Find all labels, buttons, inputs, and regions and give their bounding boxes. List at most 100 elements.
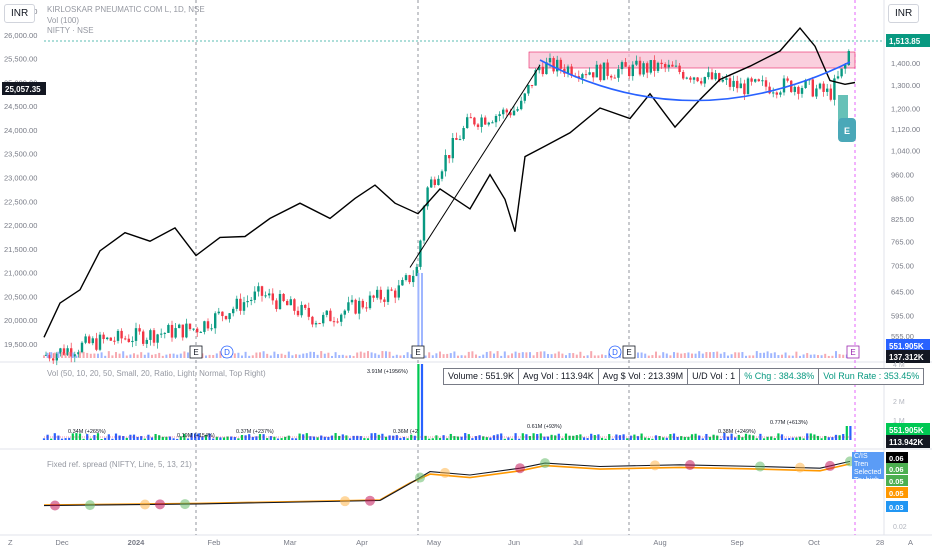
volume-bar: [478, 435, 481, 440]
price-volume-bar: [453, 351, 456, 358]
candle-body: [685, 77, 688, 79]
price-volume-bar: [385, 351, 387, 358]
left-axis-tick: 26,000.00: [4, 31, 37, 40]
volume-bar: [618, 435, 622, 440]
price-volume-bar: [705, 352, 708, 358]
volume-bar: [755, 438, 758, 440]
volume-bar: [590, 433, 593, 440]
volume-bar: [600, 437, 604, 440]
x-axis-label: Sep: [730, 538, 743, 547]
price-volume-bar: [208, 354, 211, 358]
price-volume-bar: [647, 355, 650, 358]
spread-caption[interactable]: Fixed ref. spread (NIFTY, Line, 5, 13, 2…: [47, 460, 192, 469]
compare-legend[interactable]: NIFTY · NSE: [47, 26, 94, 35]
candle-body: [260, 286, 264, 296]
volume-bar: [489, 437, 492, 440]
volume-bar: [86, 434, 89, 440]
volume-bar: [770, 436, 773, 440]
price-volume-bar: [442, 354, 445, 358]
earnings-bubble-box: [838, 118, 856, 142]
volume-bar: [230, 436, 233, 440]
right-axis-tick: 555.00: [891, 332, 914, 341]
volume-bar: [658, 436, 661, 440]
price-volume-bar: [838, 354, 841, 358]
volume-annotation: 0.34M (+265%): [68, 429, 106, 435]
volume-bar: [752, 435, 755, 440]
candle-body: [376, 289, 379, 298]
volume-bar: [716, 435, 719, 440]
spread-label-bg: [886, 463, 908, 474]
candle-body: [617, 69, 620, 78]
earnings-marker-label: E: [415, 348, 420, 357]
candle-body: [595, 64, 598, 78]
currency-button-left[interactable]: INR: [4, 4, 36, 23]
volume-bar: [568, 435, 571, 440]
volume-bar: [575, 435, 578, 440]
candle-body: [707, 72, 710, 78]
volume-bar: [93, 435, 96, 440]
price-volume-bar: [284, 354, 287, 358]
candle-body: [815, 88, 818, 97]
symbol-title[interactable]: KIRLOSKAR PNEUMATIC COM L, 1D, NSE: [47, 5, 205, 14]
volume-caption[interactable]: Vol (50, 10, 20, 50, Small, 20, Ratio, L…: [47, 369, 266, 378]
volume-bar: [471, 438, 474, 440]
volume-bar: [42, 438, 46, 440]
candle-body: [253, 291, 256, 300]
price-volume-bar: [64, 353, 67, 358]
currency-button-right[interactable]: INR: [888, 4, 920, 23]
left-axis-tick: 20,500.00: [4, 292, 37, 301]
price-volume-bar: [730, 354, 733, 358]
price-volume-bar: [658, 355, 661, 358]
price-volume-bar: [741, 352, 744, 358]
candle-body: [750, 78, 753, 82]
candle-body: [520, 100, 523, 110]
price-volume-bar: [802, 354, 805, 358]
volume-bar: [827, 437, 830, 440]
price-volume-bar: [140, 352, 143, 358]
candle-body: [66, 348, 69, 355]
volume-bar: [204, 435, 208, 440]
candle-body: [484, 117, 487, 125]
volume-bar: [226, 436, 229, 440]
volume-bar: [834, 434, 838, 440]
price-volume-bar: [183, 351, 186, 358]
dividend-marker-label: D: [224, 348, 230, 357]
vol-legend[interactable]: Vol (100): [47, 15, 80, 25]
candle-body: [149, 330, 152, 340]
candle-body: [95, 338, 98, 350]
price-volume-bar: [723, 352, 726, 358]
volume-bar: [543, 436, 546, 440]
price-volume-bar: [716, 351, 719, 358]
candle-body: [541, 66, 544, 75]
volume-bar: [503, 438, 506, 440]
volume-bar: [334, 433, 337, 440]
stat-run-rate: Vol Run Rate : 353.45%: [823, 371, 920, 381]
candle-body: [358, 300, 361, 314]
candle-body: [440, 171, 444, 179]
volume-bar: [626, 438, 629, 440]
candle-body: [390, 289, 393, 291]
volume-bar: [737, 434, 740, 440]
spread-label: 0.06: [889, 454, 904, 463]
vol-avg-label: 137.312K: [889, 353, 924, 362]
spread-signal-dot: [515, 463, 525, 474]
nifty-line: [43, 27, 856, 338]
candle-body: [505, 109, 508, 113]
candle-body: [134, 328, 138, 341]
left-axis-tick: 24,500.00: [4, 102, 37, 111]
volume-bar: [244, 435, 247, 440]
left-axis-tick: 23,000.00: [4, 174, 37, 183]
volume-bar: [82, 438, 85, 440]
candle-body: [430, 179, 433, 188]
volume-bar: [377, 434, 380, 440]
volume-bar: [654, 435, 658, 440]
candle-body: [152, 330, 156, 343]
price-volume-bar: [579, 351, 582, 358]
candle-body: [354, 299, 357, 314]
volume-bar: [240, 435, 244, 440]
price-volume-bar: [835, 351, 837, 358]
price-volume-bar: [187, 352, 189, 358]
price-volume-bar: [388, 351, 391, 358]
